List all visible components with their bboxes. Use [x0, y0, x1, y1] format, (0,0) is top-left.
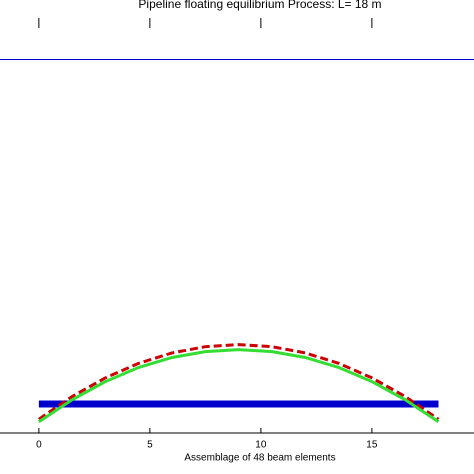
x-tick-label: 0 — [36, 440, 42, 451]
series-line — [38, 348, 440, 424]
x-axis-label: Assemblage of 48 beam elements — [184, 453, 335, 464]
x-tick-label: 10 — [255, 440, 267, 451]
series-line — [38, 343, 440, 421]
x-tick-label: 15 — [366, 440, 378, 451]
chart-title: Pipeline floating equilibrium Process: L… — [138, 0, 381, 11]
x-tick-label: 5 — [147, 440, 153, 451]
